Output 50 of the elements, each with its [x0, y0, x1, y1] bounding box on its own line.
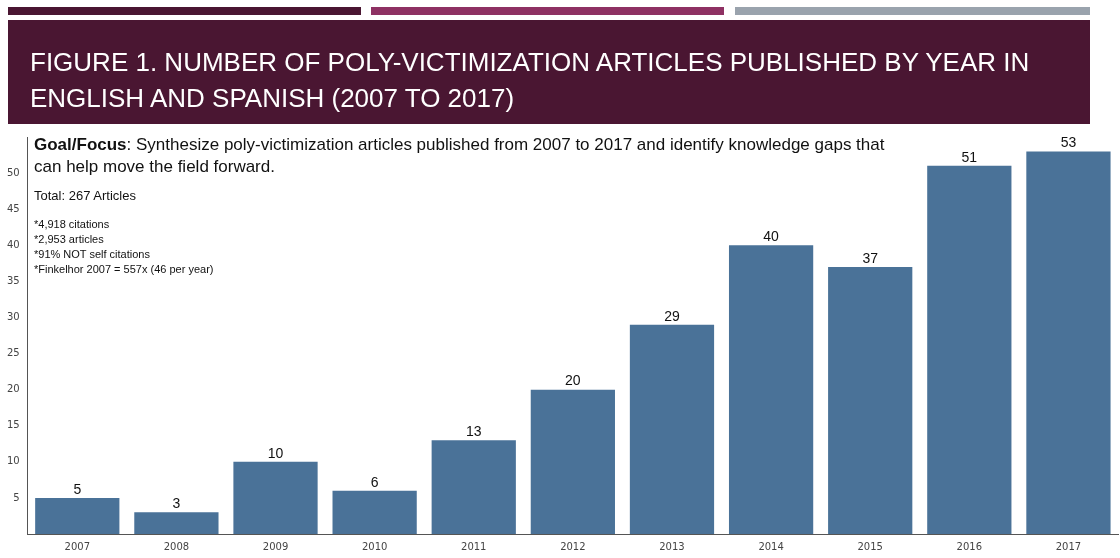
data-label: 53 — [1060, 134, 1077, 151]
data-label: 6 — [370, 473, 379, 490]
bar — [35, 497, 120, 534]
y-tick-label: 10 — [6, 455, 20, 467]
data-label: 29 — [664, 307, 680, 324]
x-tick-label: 2012 — [560, 540, 586, 552]
y-tick-label: 50 — [6, 166, 20, 178]
annotation: Total: 267 Articles — [34, 188, 137, 203]
bar — [1026, 151, 1111, 534]
x-tick-label: 2009 — [262, 540, 289, 552]
y-tick-label: 5 — [13, 491, 20, 503]
bar — [431, 440, 516, 534]
data-label: 13 — [465, 423, 482, 440]
data-label: 5 — [73, 480, 82, 497]
bar — [530, 389, 615, 534]
bar — [728, 245, 814, 534]
y-tick-label: 20 — [6, 383, 20, 395]
data-label: 40 — [763, 228, 780, 245]
y-tick-label: 15 — [6, 419, 20, 431]
x-tick-label: 2011 — [461, 540, 487, 552]
data-label: 3 — [172, 495, 181, 512]
x-tick-label: 2007 — [64, 540, 91, 552]
y-tick-label: 45 — [6, 202, 20, 214]
y-tick-label: 25 — [6, 347, 20, 359]
bar — [828, 266, 913, 534]
annotation: Goal/Focus: Synthesize poly-victimization articles published from 2007 to 2017 and identify knowledge gaps that can help move the field forward. — [34, 134, 886, 178]
annotation: *Finkelhor 2007 = 557x (46 per year) — [34, 263, 214, 275]
x-tick-label: 2013 — [659, 540, 685, 552]
data-label: 20 — [565, 372, 581, 389]
annotation: *2,953 articles — [34, 233, 104, 245]
x-tick-label: 2015 — [857, 540, 883, 552]
data-label: 10 — [267, 444, 284, 461]
y-tick-label: 30 — [6, 311, 20, 323]
chart-title: FIGURE 1. NUMBER OF POLY-VICTIMIZATION ARTICLES PUBLISHED BY YEAR IN ENGLISH AND SPANISH (2007 TO 2017) — [8, 20, 1090, 124]
x-tick-label: 2014 — [758, 540, 784, 552]
bar — [927, 165, 1012, 534]
bar — [629, 324, 715, 534]
x-tick-label: 2008 — [163, 540, 190, 552]
data-label: 51 — [961, 148, 978, 165]
y-tick-label: 40 — [6, 238, 20, 250]
x-tick-label: 2010 — [361, 540, 388, 552]
y-tick-label: 35 — [6, 274, 20, 286]
data-label: 37 — [862, 249, 879, 266]
bar — [134, 512, 219, 534]
x-tick-label: 2017 — [1055, 540, 1082, 552]
bar — [233, 461, 318, 534]
annotation: *4,918 citations — [34, 218, 110, 230]
bar — [332, 490, 417, 534]
x-tick-label: 2016 — [956, 540, 983, 552]
annotation: *91% NOT self citations — [34, 248, 150, 260]
